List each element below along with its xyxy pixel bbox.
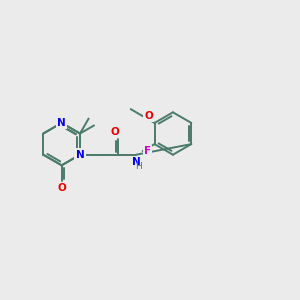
Text: N: N — [57, 118, 66, 128]
Text: H: H — [135, 162, 142, 171]
Text: F: F — [144, 146, 151, 156]
Text: O: O — [57, 183, 66, 193]
Text: O: O — [144, 111, 153, 121]
Text: N: N — [132, 157, 141, 167]
Text: N: N — [76, 150, 84, 160]
Text: O: O — [111, 127, 120, 137]
